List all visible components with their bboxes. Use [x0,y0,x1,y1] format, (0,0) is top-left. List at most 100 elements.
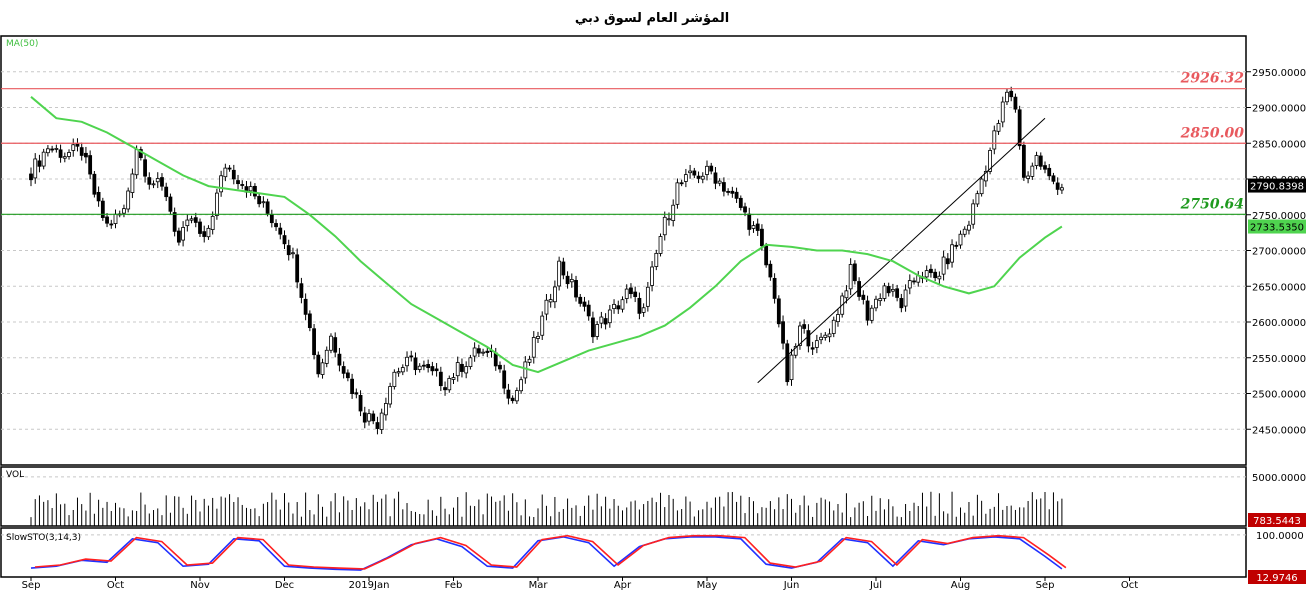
candle-up [392,371,397,387]
candle-down [413,357,418,371]
last-volume-badge-bg [1248,513,1306,527]
candle-up [1034,155,1039,166]
candle-up [481,351,485,354]
candle-up [367,413,371,422]
candle-down [633,291,638,297]
candle-up [717,180,722,184]
candle-down [772,277,777,299]
price-tick-label: 2750.0000 [1252,211,1306,222]
candle-up [189,218,194,221]
candle-up [683,174,688,182]
candle-up [941,256,946,275]
stochastic-d-line [34,534,1067,570]
candle-down [312,328,316,356]
candle-down [1051,175,1056,182]
candle-up [113,213,118,224]
x-tick-label: Dec [275,580,294,591]
candle-up [548,299,553,303]
candle-down [422,364,426,367]
candle-up [181,227,186,241]
horizontal-levels: 2926.32 2850.00 2750.64 [1,71,1246,384]
candle-down [438,371,443,387]
candle-down [299,283,304,298]
candle-down [476,348,481,354]
candle-down [586,304,591,317]
candle-up [688,170,692,174]
candle-up [531,337,536,358]
candle-up [798,325,802,346]
candle-down [147,177,152,185]
last-price-badge: 2790.8398 [1250,182,1304,193]
candle-up [751,225,756,229]
candle-up [67,152,71,157]
x-tick-label: Jun [783,580,800,591]
candle-up [992,130,997,150]
candle-up [472,347,477,357]
candle-down [227,167,232,170]
candle-down [375,422,380,429]
candle-up [996,123,1001,132]
candle-down [84,152,88,158]
candle-down [861,294,866,300]
candle-down [616,305,621,310]
candle-down [278,227,283,235]
candle-down [912,280,916,283]
candle-down [591,317,595,338]
candle-down [1038,155,1043,167]
candle-up [383,403,388,416]
candle-up [320,362,325,375]
candle-up [126,190,131,210]
candle-up [937,275,942,280]
stochastic-indicator-label: SlowSTO(3,14,3) [6,533,81,543]
candle-up [975,193,980,205]
candle-down [726,191,731,193]
candle-up [523,361,528,379]
candle-up [654,252,659,267]
candle-up [544,299,549,315]
candle-down [92,173,97,195]
candle-up [950,244,954,263]
candle-up [924,270,929,278]
candle-up [650,266,654,286]
candle-down [143,159,147,177]
candle-down [730,190,735,194]
candle-down [802,324,807,329]
ma50-line [30,96,1063,374]
candle-down [886,286,891,294]
axes: 2950.00002900.00002850.00002800.00002750… [22,68,1307,591]
moving-average [30,96,1063,374]
candle-down [747,213,752,230]
candle-down [743,206,747,213]
candle-down [443,387,447,391]
candle-down [354,392,359,395]
candle-up [962,228,967,235]
candle-up [71,144,76,151]
price-tick-label: 2700.0000 [1252,247,1306,258]
candle-up [54,148,59,150]
candle-down [341,366,346,374]
candle-down [498,364,502,370]
candle-down [265,201,270,214]
candle-down [269,214,274,224]
stochastic-lines [30,534,1067,571]
candle-down [679,182,684,185]
candle-down [193,217,198,223]
candle-up [1030,165,1035,177]
candle-up [46,148,50,154]
candle-up [219,175,224,193]
candle-down [506,389,511,399]
candle-down [755,223,760,231]
candle-up [400,367,405,373]
candle-up [379,412,384,430]
candle-up [1026,175,1030,179]
price-candles [29,86,1064,435]
candle-down [1021,144,1026,178]
candle-down [810,347,815,350]
x-tick-label: Nov [190,580,210,591]
candle-down [603,318,608,325]
candle-up [967,224,971,231]
candle-down [1013,96,1018,110]
candle-down [345,372,350,379]
last-price-badge-bg [1248,178,1306,193]
candle-up [519,379,523,392]
